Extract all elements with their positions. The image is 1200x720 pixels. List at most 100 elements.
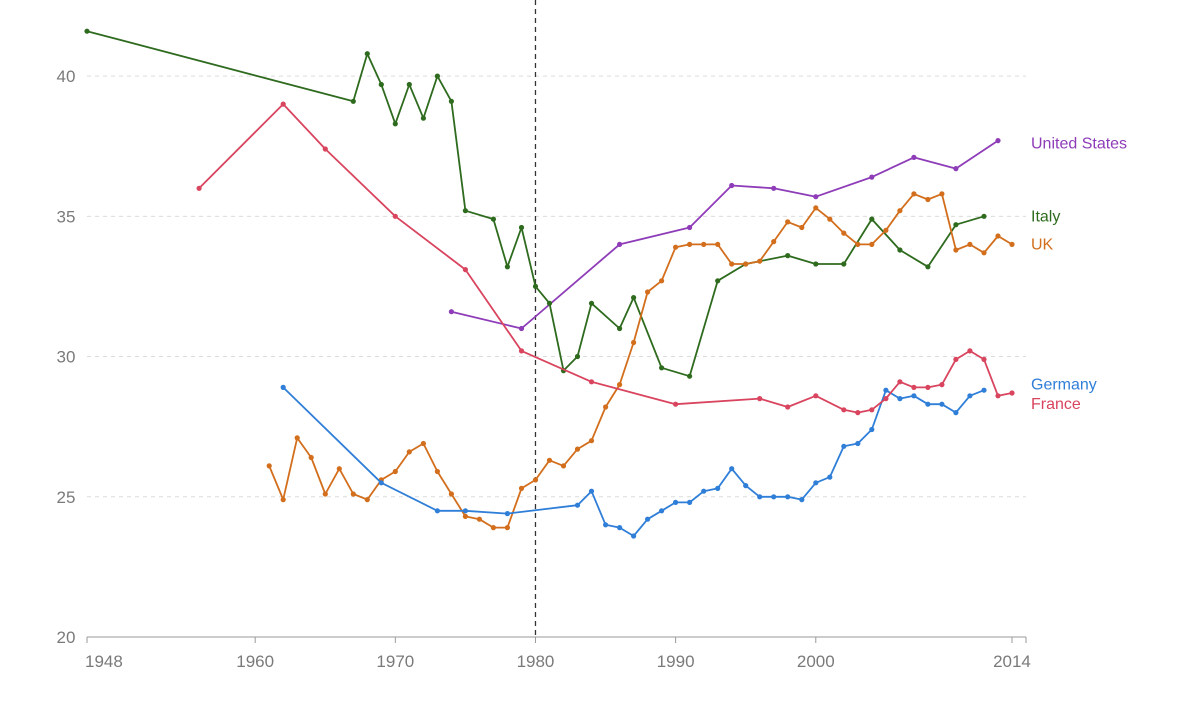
data-point-italy-1975 [462,208,468,214]
data-point-uk-1963 [294,435,300,441]
data-point-italy-1948 [84,28,90,34]
series-line-united-states [451,139,999,330]
x-tick-label-1990: 1990 [657,652,695,671]
data-point-germany-1986 [617,525,623,531]
data-point-uk-2007 [911,191,917,197]
data-point-germany-1995 [743,483,749,489]
data-point-france-2008 [925,384,931,390]
data-point-italy-1967 [350,98,356,104]
data-point-germany-1962 [280,384,286,390]
data-point-france-2004 [869,407,875,413]
series-united-states [448,138,1001,332]
series-label-italy: Italy [1031,208,1060,225]
data-point-italy-1969 [378,81,384,88]
data-point-germany-1991 [687,499,693,505]
data-point-italy-1989 [659,365,665,371]
data-point-france-1998 [785,404,791,410]
data-point-germany-1993 [715,485,721,491]
data-point-france-2005 [883,396,889,402]
data-point-uk-1999 [799,224,805,231]
data-point-germany-1985 [603,522,609,528]
data-point-uk-1976 [476,516,482,522]
data-point-germany-2011 [967,393,973,399]
data-point-germany-1997 [771,494,777,500]
y-tick-label-20: 20 [57,628,76,647]
data-point-italy-1998 [785,253,791,259]
data-point-germany-1999 [799,497,805,503]
data-point-uk-1981 [546,457,553,463]
data-point-united-states-2007 [911,154,917,160]
data-point-germany-1983 [574,502,581,508]
data-point-uk-1961 [266,463,272,469]
data-point-france-2003 [855,410,861,416]
data-point-uk-1980 [532,477,539,483]
data-point-uk-1973 [434,468,440,475]
data-point-uk-1992 [701,241,707,247]
data-point-france-2000 [813,393,819,399]
data-point-uk-2003 [855,241,861,247]
data-point-germany-2009 [939,401,945,407]
data-point-italy-1987 [631,295,637,301]
data-point-germany-1988 [645,516,651,522]
data-point-germany-1994 [729,466,735,472]
data-point-uk-2011 [967,241,973,247]
data-point-germany-2012 [981,387,987,393]
data-point-uk-1997 [771,239,777,245]
data-point-france-2011 [967,348,973,354]
data-point-italy-1974 [448,98,454,104]
data-point-germany-2010 [953,410,959,416]
data-point-uk-1968 [364,497,370,503]
data-point-uk-2010 [953,247,959,253]
x-tick-label-1980: 1980 [517,652,555,671]
data-point-uk-1964 [308,454,314,461]
data-point-uk-1988 [645,289,651,295]
data-point-germany-1990 [673,499,679,505]
data-point-uk-1985 [603,404,609,410]
data-point-uk-1966 [336,466,342,472]
data-point-italy-1973 [434,73,440,79]
data-point-germany-2001 [827,474,833,480]
label-layer: United States Italy UK Germany France [1031,135,1127,413]
data-point-uk-1994 [729,261,735,267]
data-point-uk-1991 [687,241,693,247]
data-point-united-states-2004 [869,174,875,180]
data-point-uk-2008 [925,196,931,203]
data-point-italy-1983 [574,353,581,360]
data-point-germany-1996 [757,494,763,500]
x-tick-label-1960: 1960 [236,652,274,671]
data-point-germany-2000 [813,480,819,486]
data-point-uk-2004 [869,241,875,247]
data-point-italy-1993 [715,278,721,284]
data-point-france-1970 [392,213,398,219]
data-point-united-states-1997 [771,185,777,191]
data-point-germany-1978 [504,510,510,517]
data-point-uk-1975 [462,513,468,520]
data-point-italy-2002 [841,261,847,267]
data-point-france-1996 [757,396,763,402]
data-point-uk-2014 [1009,241,1015,247]
data-point-uk-1998 [785,219,791,225]
data-point-italy-1971 [406,81,412,88]
data-point-italy-1981 [546,300,553,306]
data-point-germany-1989 [659,508,665,514]
data-point-france-2010 [953,356,959,362]
data-point-germany-2008 [925,401,931,407]
x-tick-label-2000: 2000 [797,652,835,671]
data-point-italy-1991 [687,373,693,379]
data-point-united-states-2010 [953,166,959,172]
data-point-uk-2000 [813,205,819,211]
data-point-france-2002 [841,407,847,413]
data-point-uk-1987 [631,339,637,346]
data-point-uk-1982 [560,463,567,469]
series-france [196,101,1015,416]
data-point-united-states-1991 [687,224,693,231]
data-point-italy-1979 [518,224,525,231]
data-point-uk-1971 [406,449,412,455]
data-point-france-2012 [981,356,987,362]
data-point-uk-1989 [659,278,665,284]
series-line-uk [268,193,1013,529]
data-point-uk-1974 [448,491,454,497]
data-point-uk-2001 [827,216,833,222]
data-point-italy-1972 [420,115,426,121]
